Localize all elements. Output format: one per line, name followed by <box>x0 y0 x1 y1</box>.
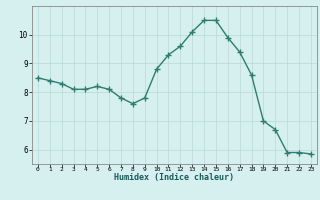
X-axis label: Humidex (Indice chaleur): Humidex (Indice chaleur) <box>115 173 234 182</box>
